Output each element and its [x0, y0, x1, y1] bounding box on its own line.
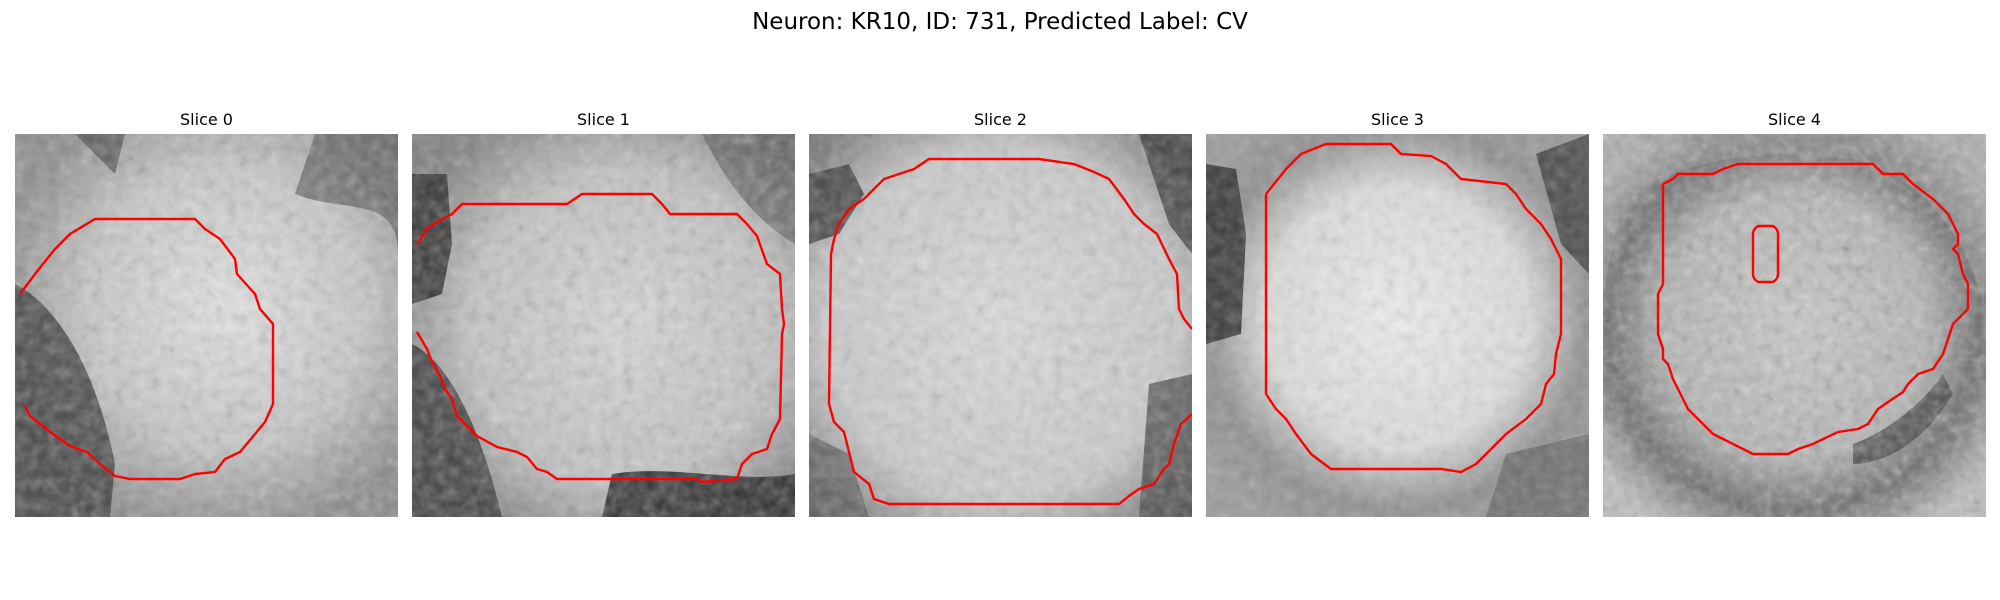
- slice-image-3: [1206, 134, 1589, 517]
- contour-1: [415, 192, 786, 484]
- contour-3: [1264, 142, 1563, 474]
- slice-panel-2: Slice 2: [809, 108, 1192, 517]
- slice-title-3: Slice 3: [1371, 110, 1424, 129]
- slice-title-0: Slice 0: [180, 110, 233, 129]
- contour-0: [19, 217, 275, 481]
- slice-title-1: Slice 1: [577, 110, 630, 129]
- slice-image-0: [15, 134, 398, 517]
- slice-title-4: Slice 4: [1768, 110, 1821, 129]
- slice-panel-0: Slice 0: [15, 108, 398, 517]
- contour-4: [1656, 162, 1970, 456]
- slice-panel-4: Slice 4: [1603, 108, 1986, 517]
- slice-image-1: [412, 134, 795, 517]
- inner-contour-4: [1751, 224, 1780, 284]
- slice-panel-3: Slice 3: [1206, 108, 1589, 517]
- slice-image-2: [809, 134, 1192, 517]
- slice-title-2: Slice 2: [974, 110, 1027, 129]
- slice-image-4: [1603, 134, 1986, 517]
- slice-panel-1: Slice 1: [412, 108, 795, 517]
- figure-title: Neuron: KR10, ID: 731, Predicted Label: …: [752, 9, 1248, 35]
- contour-2: [827, 157, 1192, 506]
